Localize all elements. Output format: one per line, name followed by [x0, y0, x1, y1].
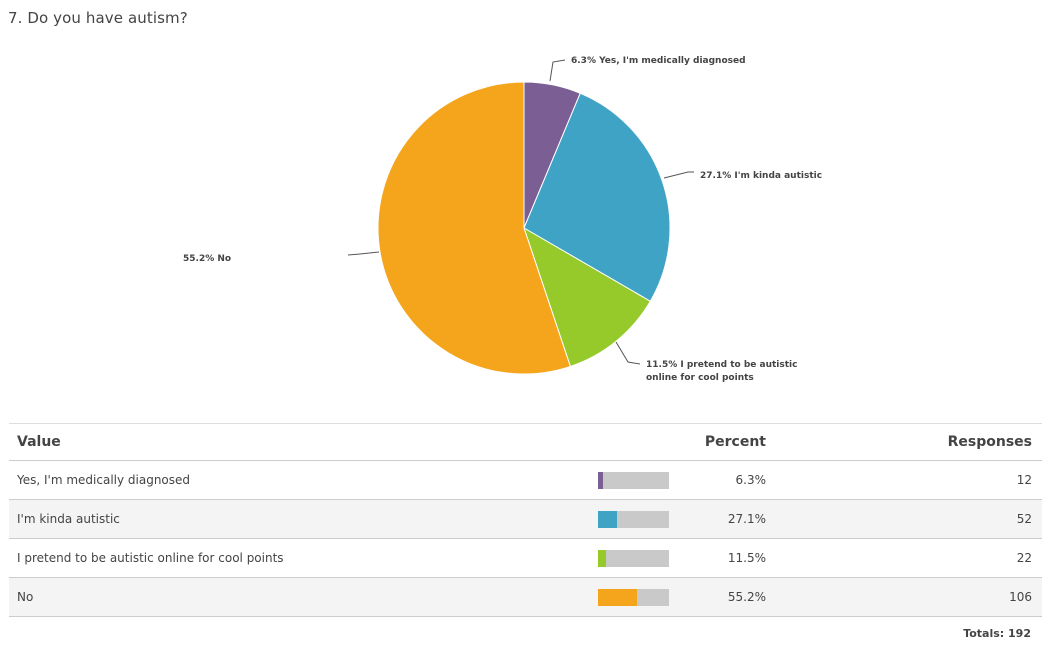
- row-percent: 6.3%: [678, 460, 774, 500]
- pie-slice-label: 11.5% I pretend to be autistic: [646, 360, 797, 370]
- pie-slice-label: 27.1% I'm kinda autistic: [700, 171, 822, 181]
- bar-fill: [598, 471, 603, 489]
- table-row: Yes, I'm medically diagnosed 6.3% 12: [9, 460, 1042, 500]
- pie-chart: 6.3% Yes, I'm medically diagnosed 27.1% I…: [183, 56, 822, 383]
- pie-leader-line: [663, 171, 694, 179]
- bar-track: [598, 471, 669, 489]
- row-value: No: [9, 577, 598, 617]
- bar-fill: [598, 588, 638, 606]
- row-percent: 11.5%: [678, 538, 774, 578]
- responses-column-header: Responses: [774, 423, 1042, 461]
- percent-column-header: Percent: [678, 423, 774, 461]
- pie-slice-label: 6.3% Yes, I'm medically diagnosed: [571, 56, 746, 66]
- bar-fill: [598, 549, 607, 567]
- bar-track: [598, 510, 669, 528]
- row-responses: 22: [774, 538, 1042, 578]
- row-value: I'm kinda autistic: [9, 499, 598, 539]
- pie-leader-line: [347, 251, 380, 256]
- row-responses: 106: [774, 577, 1042, 617]
- bar-column-header: [598, 423, 678, 461]
- table-row: I'm kinda autistic 27.1% 52: [9, 499, 1042, 539]
- pie-slice: [523, 92, 671, 302]
- question-title: 7. Do you have autism?: [8, 9, 188, 27]
- row-value: Yes, I'm medically diagnosed: [9, 460, 598, 500]
- table-row: No 55.2% 106: [9, 577, 1042, 617]
- row-value: I pretend to be autistic online for cool…: [9, 538, 598, 578]
- row-bar: [598, 460, 678, 500]
- table-header-row: Value Percent Responses: [9, 423, 1042, 461]
- totals-label: Totals: 192: [963, 627, 1031, 640]
- pie-slice: [523, 226, 651, 368]
- table-row: I pretend to be autistic online for cool…: [9, 538, 1042, 578]
- pie-leader-line: [549, 59, 566, 82]
- pie-leader-line: [615, 341, 641, 365]
- row-percent: 55.2%: [678, 577, 774, 617]
- results-table: Value Percent Responses Yes, I'm medical…: [9, 423, 1042, 617]
- bar-track: [598, 588, 669, 606]
- row-bar: [598, 577, 678, 617]
- row-responses: 12: [774, 460, 1042, 500]
- pie-slice-label: online for cool points: [646, 373, 754, 383]
- bar-track: [598, 549, 669, 567]
- row-percent: 27.1%: [678, 499, 774, 539]
- row-responses: 52: [774, 499, 1042, 539]
- bar-fill: [598, 510, 618, 528]
- pie-slice: [377, 81, 572, 375]
- value-column-header: Value: [9, 423, 598, 461]
- pie-slice-label: 55.2% No: [183, 254, 231, 264]
- row-bar: [598, 499, 678, 539]
- pie-chart-svg: 6.3% Yes, I'm medically diagnosed 27.1% I…: [183, 56, 822, 383]
- row-bar: [598, 538, 678, 578]
